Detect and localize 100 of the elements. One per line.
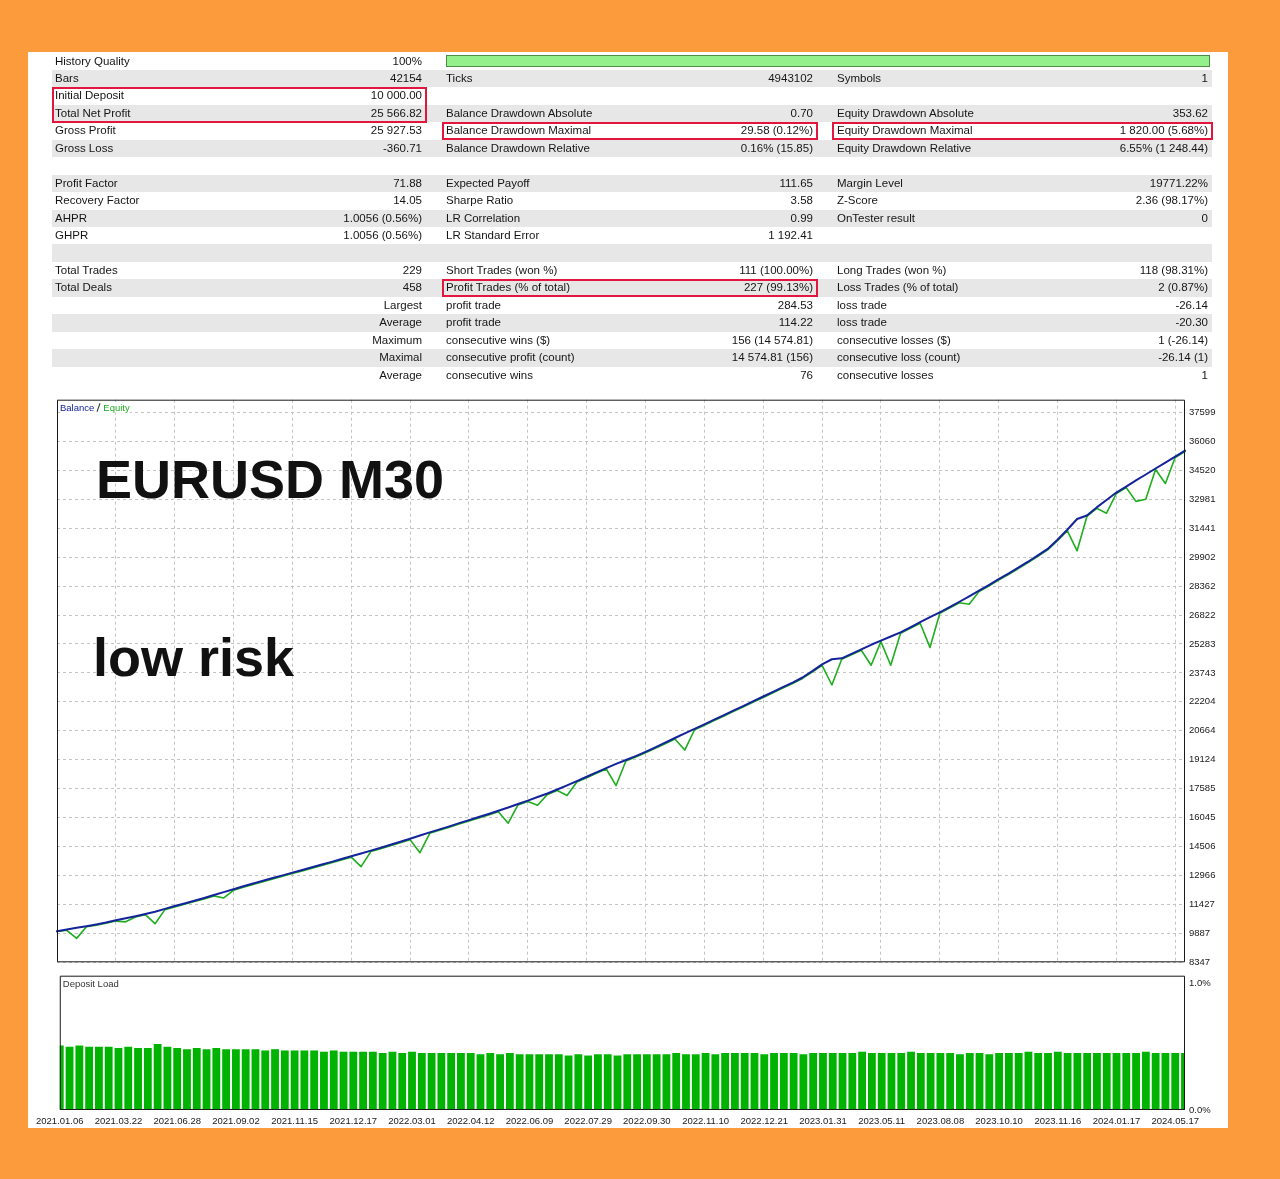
text: Largest: [383, 298, 422, 311]
bar: [183, 1049, 191, 1110]
bar: [809, 1052, 818, 1110]
x-tick-label: 2021.01.06: [36, 1115, 84, 1127]
text: LR Correlation: [446, 211, 521, 224]
text: 1 820.00 (5.68%): [1119, 124, 1208, 137]
bar: [1004, 1052, 1013, 1110]
text: Balance Drawdown Absolute: [446, 106, 593, 119]
text: 1: [1201, 368, 1208, 381]
bar: [173, 1047, 182, 1110]
x-tick-label: 2022.12.21: [740, 1115, 789, 1127]
bar: [75, 1045, 84, 1110]
text: Initial Deposit: [55, 89, 125, 102]
text: Equity Drawdown Relative: [837, 141, 972, 154]
bar: [212, 1047, 221, 1110]
text: Expected Payoff: [446, 176, 530, 189]
text: 118 (98.31%): [1139, 263, 1208, 276]
text: 14.05: [393, 194, 422, 207]
x-tick-label: 2022.04.12: [446, 1115, 495, 1127]
text: -26.14: [1175, 298, 1208, 311]
y-tick-label: 14506: [1189, 840, 1216, 852]
annotation: low risk: [93, 627, 295, 687]
text: 0: [1201, 211, 1208, 224]
x-tick-label: 2023.10.10: [975, 1115, 1023, 1127]
text: Average: [379, 316, 422, 329]
y-tick-label: 9887: [1189, 926, 1211, 938]
text: GHPR: [55, 229, 89, 241]
text: profit trade: [446, 316, 501, 329]
bar: [721, 1052, 730, 1110]
x-tick-label: 2023.11.16: [1034, 1115, 1082, 1127]
bar: [535, 1054, 544, 1110]
text: Profit Factor: [55, 176, 118, 189]
bar: [143, 1047, 152, 1110]
bar: [858, 1051, 867, 1110]
text: 76: [800, 368, 813, 381]
x-tick-label: 2021.09.02: [212, 1115, 260, 1127]
text: 227 (99.13%): [743, 281, 813, 294]
text: profit trade: [446, 298, 501, 311]
x-tick-label: 2022.09.30: [623, 1115, 671, 1127]
y-tick-label: 28362: [1189, 579, 1216, 591]
bar: [946, 1052, 955, 1110]
bar: [916, 1052, 925, 1110]
bar: [1122, 1052, 1131, 1110]
bar: [417, 1052, 426, 1110]
text: 0.16% (15.85): [740, 141, 813, 154]
text: Gross Profit: [55, 124, 116, 137]
text: 1 (-26.14): [1158, 333, 1208, 346]
text: 2.36 (98.17%): [1135, 194, 1208, 207]
bar: [310, 1050, 319, 1110]
text: 229: [402, 263, 422, 276]
text: Recovery Factor: [55, 194, 140, 207]
y-tick-label: 23743: [1189, 666, 1216, 678]
bar: [1132, 1052, 1140, 1110]
text: Sharpe Ratio: [446, 194, 514, 207]
bar: [594, 1054, 602, 1110]
text: 3.58: [790, 194, 813, 207]
y-tick-label: 22204: [1189, 695, 1216, 707]
bar: [378, 1052, 387, 1110]
text: 284.53: [777, 298, 813, 311]
text: OnTester result: [837, 211, 915, 224]
text: 10 000.00: [370, 89, 422, 102]
x-tick-label: 2022.07.29: [564, 1115, 612, 1127]
text: 1.0056 (0.56%): [343, 211, 422, 224]
text: 14 574.81 (156): [731, 351, 813, 364]
bar: [124, 1046, 133, 1110]
y-tick-label: 0.0%: [1189, 1103, 1212, 1115]
bar: [1073, 1052, 1082, 1110]
text: 42154: [390, 71, 422, 84]
text: 1: [1201, 71, 1208, 84]
y-tick-label: 11427: [1189, 898, 1215, 910]
bar: [682, 1054, 690, 1110]
y-tick-label: 19124: [1189, 753, 1216, 765]
y-tick-label: 8347: [1189, 955, 1211, 967]
bar: [848, 1052, 857, 1110]
bar: [271, 1049, 279, 1110]
text: 458: [402, 281, 422, 294]
text: Total Net Profit: [55, 106, 131, 119]
bar: [867, 1052, 876, 1110]
bar: [85, 1046, 94, 1110]
text: -26.14 (1): [1158, 351, 1208, 364]
text: 0.99: [790, 211, 813, 224]
text: 353.62: [1172, 106, 1208, 119]
bar: [603, 1054, 612, 1110]
bar: [515, 1054, 524, 1110]
y-tick-label: 1.0%: [1189, 976, 1212, 988]
bar: [349, 1051, 358, 1110]
text: Z-Score: [837, 194, 878, 207]
bar: [965, 1052, 974, 1110]
text: Bars: [55, 71, 79, 84]
text: 6.55% (1 248.44): [1119, 141, 1208, 154]
text: Long Trades (won %): [837, 263, 947, 276]
text: loss trade: [837, 316, 887, 329]
bar: [486, 1052, 495, 1110]
text: 1 192.41: [768, 229, 813, 241]
chart-title: Deposit Load: [62, 977, 119, 989]
text: consecutive losses ($): [837, 333, 951, 346]
x-tick-label: 2023.08.08: [916, 1115, 965, 1127]
text: Equity Drawdown Absolute: [837, 106, 974, 119]
bar: [691, 1054, 700, 1110]
bar: [95, 1046, 103, 1110]
